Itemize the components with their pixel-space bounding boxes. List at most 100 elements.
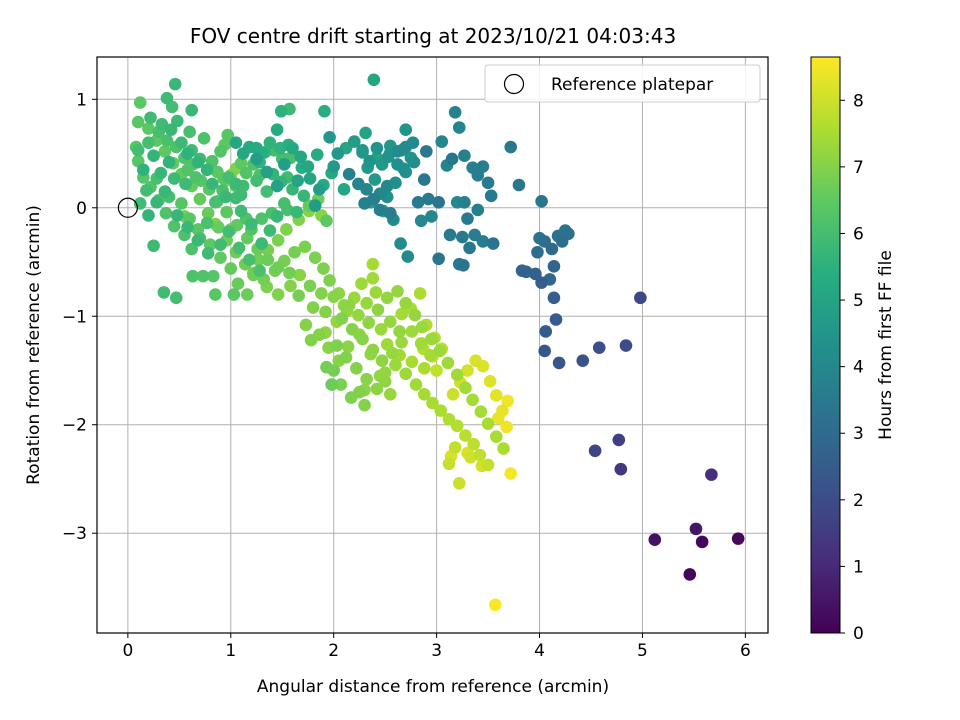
data-point	[588, 444, 602, 458]
data-point	[374, 322, 388, 336]
data-point	[150, 196, 163, 209]
data-point	[731, 532, 745, 545]
data-point	[358, 398, 371, 412]
data-point	[234, 204, 248, 218]
data-point	[303, 279, 317, 293]
data-point	[323, 274, 336, 287]
data-point	[501, 394, 514, 408]
data-point	[131, 115, 145, 129]
data-point	[214, 238, 227, 251]
data-point	[292, 289, 306, 302]
data-point	[359, 126, 372, 140]
data-point	[375, 354, 389, 368]
data-point	[458, 196, 471, 209]
data-point	[399, 123, 413, 136]
data-point	[297, 189, 311, 203]
colorbar-tick-label: 8	[853, 91, 864, 111]
data-point	[260, 185, 274, 198]
data-point	[250, 174, 263, 187]
data-point	[552, 356, 566, 370]
data-point	[417, 173, 431, 186]
data-point	[290, 205, 303, 219]
data-point	[441, 356, 455, 370]
data-point	[422, 192, 435, 206]
data-point	[175, 136, 188, 149]
data-point	[303, 172, 317, 185]
data-point	[185, 103, 198, 117]
data-point	[417, 388, 431, 401]
data-point	[337, 183, 351, 196]
data-point	[486, 237, 500, 250]
colorbar-tick-label: 5	[853, 291, 864, 311]
colorbar-tick-label: 3	[853, 424, 864, 444]
data-point	[310, 148, 324, 161]
data-point	[160, 91, 174, 105]
data-point	[263, 224, 277, 237]
data-point	[197, 132, 211, 145]
data-point	[167, 172, 181, 185]
data-point	[220, 205, 233, 219]
data-point	[468, 228, 481, 242]
data-point	[181, 221, 194, 234]
data-point	[445, 152, 459, 166]
data-point	[435, 135, 449, 148]
colorbar-ticks: 0 1 2 3 4 5 6 7 8	[840, 91, 864, 644]
data-point	[406, 136, 420, 149]
data-point	[304, 333, 318, 347]
data-point	[366, 343, 380, 357]
data-point	[457, 258, 470, 272]
data-point	[263, 136, 277, 149]
data-point	[191, 155, 205, 169]
data-points	[129, 73, 745, 612]
data-point	[284, 279, 297, 293]
data-point	[414, 214, 428, 228]
data-point	[363, 154, 377, 168]
data-point	[221, 128, 235, 142]
data-point	[327, 160, 341, 173]
data-point	[185, 242, 198, 256]
y-axis-label: Rotation from reference (arcmin)	[24, 205, 44, 485]
data-point	[469, 354, 483, 368]
data-point	[391, 285, 404, 298]
data-point	[330, 339, 344, 352]
y-tick-label: −3	[62, 524, 87, 544]
data-point	[317, 262, 330, 275]
data-point	[399, 367, 413, 381]
data-point	[147, 149, 160, 163]
data-point	[405, 325, 419, 338]
data-point	[344, 391, 358, 404]
data-point	[689, 522, 703, 536]
data-point	[360, 372, 373, 386]
y-axis-ticks: 1 0 −1 −2 −3	[62, 90, 97, 544]
data-point	[133, 96, 147, 109]
data-point	[399, 296, 413, 310]
data-point	[395, 307, 408, 321]
data-point	[490, 430, 503, 443]
data-point	[380, 291, 394, 305]
data-point	[157, 286, 171, 299]
data-point	[234, 157, 248, 170]
data-point	[337, 299, 351, 312]
data-point	[393, 325, 406, 338]
data-point	[342, 167, 356, 181]
data-point	[481, 417, 495, 430]
legend-marker-circle	[503, 73, 525, 95]
data-point	[425, 210, 438, 223]
data-point	[433, 344, 447, 358]
data-point	[131, 143, 145, 157]
data-point	[352, 177, 365, 191]
colorbar-gradient	[810, 56, 841, 634]
data-point	[167, 219, 181, 233]
data-point	[169, 291, 183, 305]
data-point	[446, 388, 460, 401]
data-point	[320, 360, 333, 374]
data-point	[271, 261, 285, 274]
data-point	[219, 190, 232, 204]
data-point	[443, 228, 457, 242]
data-point	[137, 163, 150, 177]
data-point	[271, 234, 285, 247]
data-point	[467, 437, 480, 451]
data-point	[411, 196, 425, 209]
data-point	[175, 197, 188, 210]
colorbar-tick-label: 7	[853, 158, 864, 178]
